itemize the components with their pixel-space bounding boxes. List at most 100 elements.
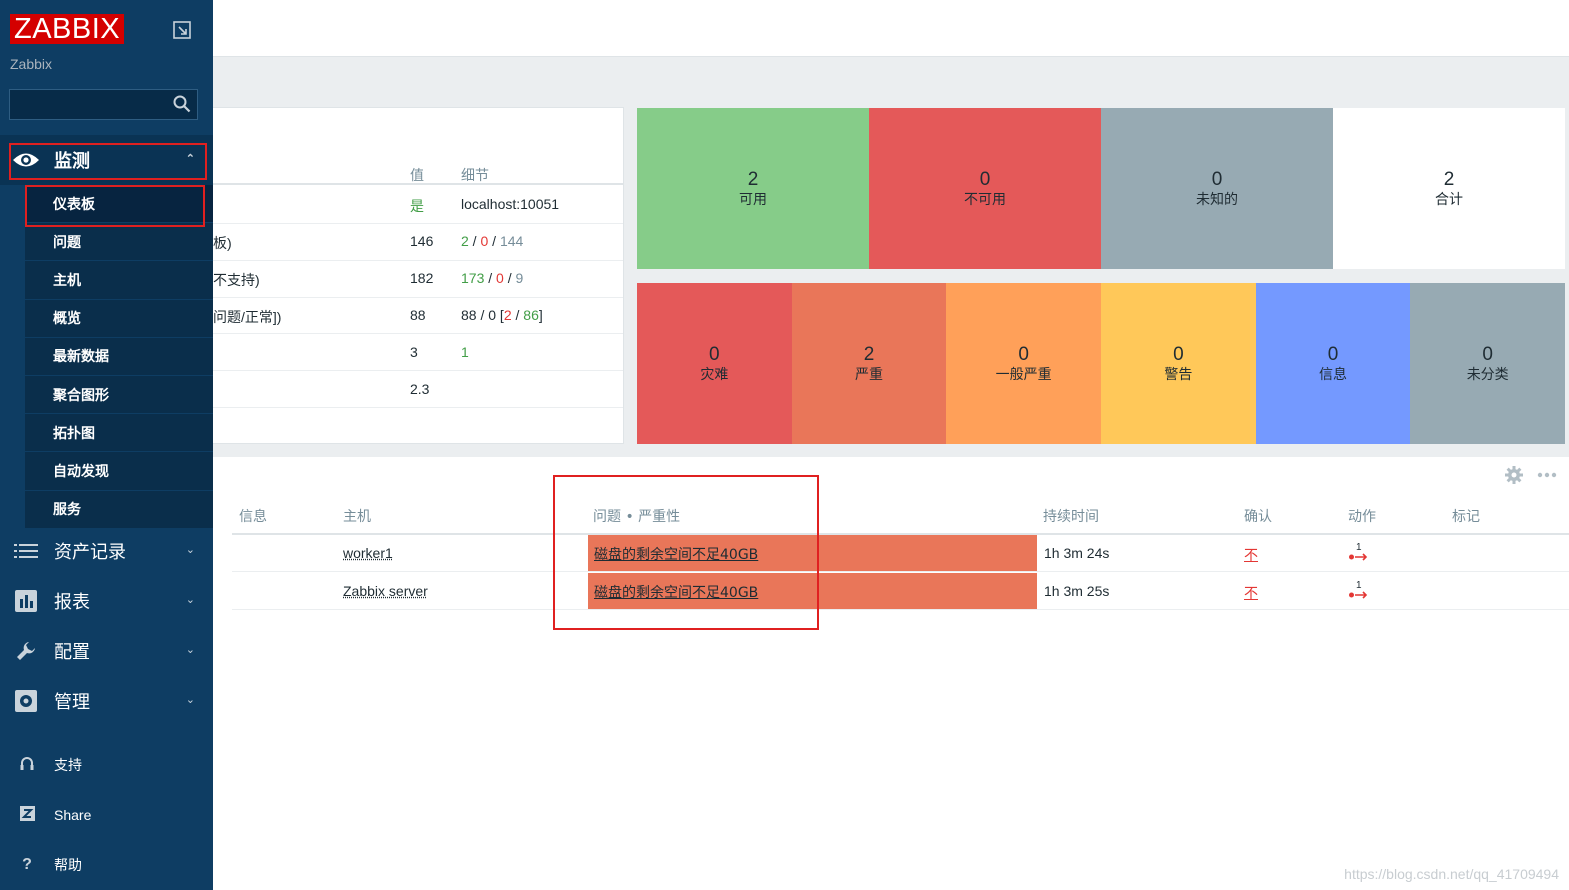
column-header-info[interactable]: 信息 bbox=[239, 509, 267, 525]
submenu-item-screens[interactable]: 聚合图形 bbox=[25, 376, 213, 415]
ack-link[interactable]: 不 bbox=[1244, 585, 1258, 601]
severity-not-classified-count: 0 bbox=[1482, 343, 1493, 365]
eye-icon bbox=[12, 149, 40, 171]
host-unavailable-label: 不可用 bbox=[964, 191, 1006, 208]
menu-inventory-label: 资产记录 bbox=[54, 542, 126, 562]
zabbix-logo[interactable]: ZABBIX bbox=[10, 14, 125, 44]
problem-severity-cell[interactable]: 磁盘的剩余空间不足40GB bbox=[588, 573, 1037, 609]
action-count: 1 bbox=[1356, 542, 1362, 553]
collapse-sidebar-icon[interactable] bbox=[173, 21, 191, 39]
problems-widget: 信息 主机 问题 • 严重性 持续时间 确认 动作 标记 磁盘的剩余空间不足40… bbox=[213, 457, 1569, 890]
row-value: 是 bbox=[410, 198, 424, 214]
menu-support-label: 支持 bbox=[54, 757, 82, 773]
severity-disaster-label: 灾难 bbox=[700, 366, 729, 383]
host-unknown-count: 0 bbox=[1211, 168, 1223, 190]
chevron-down-icon: ⌄ bbox=[185, 544, 195, 556]
severity-high-label: 严重 bbox=[855, 366, 883, 383]
submenu-item-services[interactable]: 服务 bbox=[25, 491, 213, 529]
submenu-item-maps[interactable]: 拓扑图 bbox=[25, 414, 213, 453]
menu-support[interactable]: 支持 bbox=[0, 750, 213, 780]
problem-severity-cell[interactable]: 磁盘的剩余空间不足40GB bbox=[588, 535, 1037, 571]
submenu-indent bbox=[0, 185, 25, 526]
row-param: 板) bbox=[213, 235, 232, 251]
host-link[interactable]: Zabbix server bbox=[343, 583, 428, 599]
row-divider bbox=[213, 407, 623, 408]
severity-warning-count: 0 bbox=[1173, 343, 1184, 365]
submenu-item-problems[interactable]: 问题 bbox=[25, 223, 213, 262]
submenu-item-hosts[interactable]: 主机 bbox=[25, 261, 213, 300]
menu-monitoring-header[interactable]: 监测 ⌃ bbox=[0, 135, 213, 185]
duration-cell: 1h 3m 24s bbox=[1044, 545, 1110, 561]
row-value: 3 bbox=[410, 344, 418, 360]
severity-warning-box[interactable]: 0 警告 bbox=[1101, 283, 1256, 444]
column-header-host[interactable]: 主机 bbox=[343, 509, 371, 525]
row-value: 2.3 bbox=[410, 381, 430, 397]
search-input[interactable] bbox=[10, 90, 160, 119]
row-divider bbox=[232, 609, 1569, 610]
actions-indicator[interactable]: 1 bbox=[1348, 542, 1370, 565]
wrench-icon bbox=[12, 640, 40, 662]
host-availability-widget: 2 可用 0 不可用 0 未知的 2 合计 bbox=[637, 108, 1565, 269]
host-total-box[interactable]: 2 合计 bbox=[1333, 108, 1565, 269]
submenu-item-latest-data[interactable]: 最新数据 bbox=[25, 338, 213, 376]
action-arrow-icon: 1 bbox=[1349, 580, 1368, 599]
menu-administration[interactable]: 管理 ⌄ bbox=[0, 676, 213, 726]
menu-inventory[interactable]: 资产记录 ⌄ bbox=[0, 526, 213, 576]
menu-help-label: 帮助 bbox=[54, 857, 82, 873]
host-unknown-box[interactable]: 0 未知的 bbox=[1101, 108, 1333, 269]
severity-average-box[interactable]: 0 一般严重 bbox=[946, 283, 1102, 444]
severity-average-label: 一般严重 bbox=[995, 366, 1052, 383]
row-details: localhost:10051 bbox=[461, 196, 560, 212]
column-header-details: 细节 bbox=[461, 168, 489, 184]
column-header-duration[interactable]: 持续时间 bbox=[1043, 509, 1099, 525]
severity-information-box[interactable]: 0 信息 bbox=[1255, 283, 1411, 444]
chevron-down-icon: ⌄ bbox=[185, 694, 195, 706]
page-header bbox=[213, 0, 1569, 57]
menu-reports[interactable]: 报表 ⌄ bbox=[0, 576, 213, 626]
duration-cell: 1h 3m 25s bbox=[1044, 583, 1110, 599]
row-value: 88 bbox=[410, 307, 426, 323]
severity-disaster-box[interactable]: 0 灾难 bbox=[637, 283, 792, 444]
question-icon: ? bbox=[22, 856, 32, 873]
problem-name-link[interactable]: 磁盘的剩余空间不足40GB bbox=[594, 547, 759, 563]
host-total-label: 合计 bbox=[1435, 191, 1463, 208]
headset-icon bbox=[16, 756, 38, 775]
column-header-tags: 标记 bbox=[1452, 509, 1480, 525]
host-unknown-label: 未知的 bbox=[1196, 191, 1238, 208]
action-count: 1 bbox=[1356, 580, 1362, 591]
row-value: 182 bbox=[410, 270, 434, 286]
actions-indicator[interactable]: 1 bbox=[1348, 580, 1370, 603]
severity-not-classified-box[interactable]: 0 未分类 bbox=[1410, 283, 1566, 444]
menu-administration-label: 管理 bbox=[54, 692, 90, 712]
host-unavailable-box[interactable]: 0 不可用 bbox=[869, 108, 1101, 269]
row-value: 146 bbox=[410, 233, 434, 249]
menu-monitoring: 监测 ⌃ bbox=[0, 135, 213, 185]
chevron-down-icon: ⌄ bbox=[185, 644, 195, 656]
ack-link[interactable]: 不 bbox=[1244, 547, 1258, 563]
monitoring-submenu: 仪表板 问题 主机 概览 最新数据 聚合图形 拓扑图 自动发现 服务 bbox=[25, 185, 213, 529]
host-available-box[interactable]: 2 可用 bbox=[637, 108, 869, 269]
row-divider bbox=[213, 223, 623, 224]
row-divider bbox=[213, 260, 623, 261]
severity-high-box[interactable]: 2 严重 bbox=[791, 283, 947, 444]
column-header-value: 值 bbox=[410, 168, 424, 184]
gear-icon bbox=[12, 690, 40, 712]
menu-configuration[interactable]: 配置 ⌄ bbox=[0, 626, 213, 676]
severity-information-label: 信息 bbox=[1319, 366, 1348, 383]
chevron-down-icon: ⌄ bbox=[185, 594, 195, 606]
host-link[interactable]: worker1 bbox=[343, 545, 393, 561]
widget-more-icon[interactable] bbox=[1537, 472, 1557, 478]
menu-configuration-label: 配置 bbox=[54, 642, 90, 662]
host-available-label: 可用 bbox=[739, 191, 767, 208]
problem-name-link[interactable]: 磁盘的剩余空间不足40GB bbox=[594, 585, 759, 601]
submenu-item-dashboard[interactable]: 仪表板 bbox=[25, 185, 213, 224]
submenu-item-overview[interactable]: 概览 bbox=[25, 300, 213, 338]
menu-share[interactable]: Share bbox=[0, 800, 213, 830]
row-param: 不支持) bbox=[213, 272, 260, 288]
menu-help[interactable]: ? 帮助 bbox=[0, 850, 213, 880]
search-icon[interactable] bbox=[173, 95, 191, 113]
submenu-item-discovery[interactable]: 自动发现 bbox=[25, 452, 213, 491]
widget-settings-gear-icon[interactable] bbox=[1505, 466, 1523, 484]
column-header-problem-severity[interactable]: 问题 • 严重性 bbox=[593, 509, 681, 525]
logo-row: ZABBIX bbox=[10, 14, 125, 44]
